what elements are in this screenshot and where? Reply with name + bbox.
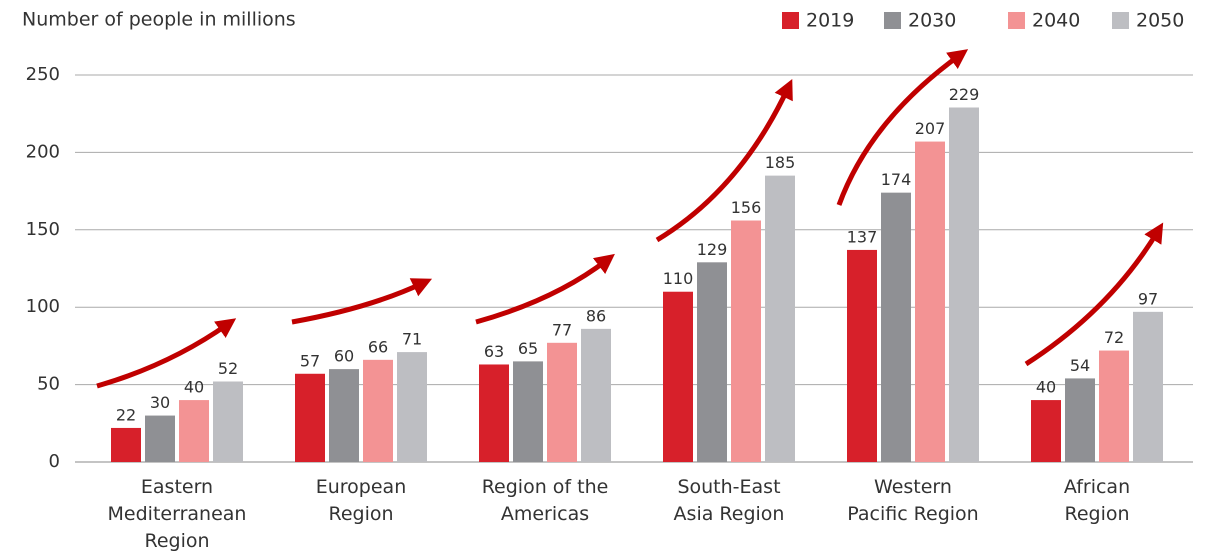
bar: [731, 220, 761, 462]
value-label: 110: [663, 269, 694, 288]
bar: [581, 328, 611, 462]
bar: [697, 262, 727, 462]
trend-arrows: [96, 49, 1164, 389]
value-label: 22: [116, 405, 136, 424]
value-label: 30: [150, 393, 170, 412]
bar: [295, 373, 325, 462]
bar: [479, 364, 509, 462]
bar: [363, 359, 393, 462]
x-tick-label: Region of the Americas: [481, 476, 609, 525]
arrow: [291, 278, 433, 325]
arrow: [475, 253, 615, 325]
arrow: [1024, 222, 1164, 367]
value-label: 229: [949, 85, 980, 104]
value-label: 97: [1138, 289, 1158, 308]
value-label: 54: [1070, 356, 1090, 375]
value-label: 86: [586, 306, 606, 325]
value-label: 129: [697, 240, 728, 259]
legend-swatch: [782, 12, 799, 29]
value-label: 52: [218, 359, 238, 378]
y-tick-label: 150: [26, 219, 60, 240]
x-tick-label: Eastern Mediterranean Region: [107, 476, 247, 552]
value-label: 137: [847, 227, 878, 246]
value-label: 207: [915, 119, 946, 138]
x-tick-label: European Region: [315, 476, 407, 525]
legend-label: 2050: [1136, 10, 1184, 32]
x-tick-label: Western Pacific Region: [847, 476, 979, 525]
legend-label: 2019: [806, 10, 854, 32]
bar: [663, 291, 693, 462]
value-label: 66: [368, 337, 388, 356]
bar: [765, 175, 795, 462]
y-tick-label: 200: [26, 141, 60, 162]
bar: [179, 400, 209, 462]
bar: [1065, 378, 1095, 462]
value-label: 60: [334, 347, 354, 366]
value-label: 57: [300, 351, 320, 370]
bar: [145, 415, 175, 462]
bar: [213, 381, 243, 462]
value-label: 156: [731, 198, 762, 217]
y-tick-label: 0: [49, 451, 60, 472]
bar: [111, 427, 141, 462]
chart-title: Number of people in millions: [22, 9, 296, 31]
x-tick-label: South-East Asia Region: [673, 476, 785, 525]
x-tick-label: African Region: [1063, 476, 1131, 525]
legend-label: 2040: [1032, 10, 1080, 32]
value-label: 65: [518, 339, 538, 358]
y-tick-label: 250: [26, 64, 60, 85]
legend-swatch: [884, 12, 901, 29]
value-label: 63: [484, 342, 504, 361]
bar: [513, 361, 543, 462]
value-label: 40: [184, 378, 204, 397]
y-tick-label: 50: [37, 374, 60, 395]
bar: [949, 107, 979, 463]
y-tick-label: 100: [26, 296, 60, 317]
bar: [881, 192, 911, 462]
value-label: 174: [881, 170, 912, 189]
bar: [1099, 350, 1129, 462]
bar: [329, 369, 359, 462]
bar: [915, 141, 945, 462]
value-label: 40: [1036, 378, 1056, 397]
value-label: 72: [1104, 328, 1124, 347]
value-label: 185: [765, 153, 796, 172]
arrow: [836, 49, 969, 206]
bar: [1031, 400, 1061, 462]
value-label: 77: [552, 320, 572, 339]
bar: [847, 249, 877, 462]
bar: [547, 342, 577, 462]
legend-swatch: [1008, 12, 1025, 29]
value-label: 71: [402, 330, 422, 349]
bar: [1133, 311, 1163, 462]
arrow: [96, 318, 237, 389]
arrow: [655, 78, 793, 243]
legend-swatch: [1112, 12, 1129, 29]
bar: [397, 352, 427, 462]
legend-label: 2030: [908, 10, 956, 32]
